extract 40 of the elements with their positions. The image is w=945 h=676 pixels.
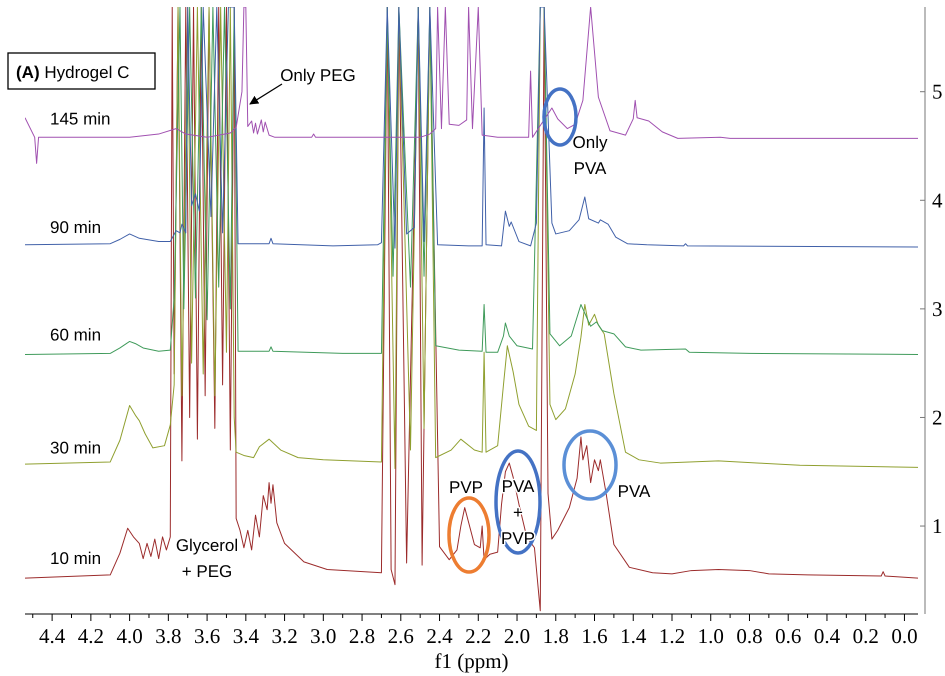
x-tick-label: 0.0 [891,624,918,648]
annotation: Only PVA [572,132,608,178]
x-tick-label: 0.2 [852,624,879,648]
y-tick-label: 2 [932,405,942,430]
x-axis-title: f1 (ppm) [434,649,509,673]
y-tick-label: 3 [932,296,942,321]
x-tick-label: 3.8 [155,624,182,648]
series-label: 90 min [50,218,102,237]
series-label: 145 min [50,109,110,128]
x-tick-label: 4.0 [116,624,143,648]
series-label: 60 min [50,325,102,344]
x-tick-label: 2.4 [426,624,454,648]
x-tick-label: 1.8 [542,624,569,648]
x-tick-label: 1.0 [698,624,724,648]
x-tick-label: 4.2 [78,624,104,648]
x-tick-label: 1.4 [620,624,647,648]
y-tick-label: 4 [932,188,943,212]
x-tick-label: 0.6 [775,624,802,648]
x-tick-label: 4.4 [38,624,66,648]
x-tick-label: 1.2 [658,624,686,648]
x-tick-label: 3.0 [310,624,336,648]
annotation: PVA [618,482,652,500]
y-tick-label: 1 [932,514,942,538]
x-tick-label: 2.6 [388,624,414,648]
x-tick-label: 0.8 [736,624,763,648]
y-tick-label: 5 [932,80,942,104]
x-tick-label: 3.2 [271,624,298,648]
x-tick-label: 3.4 [232,624,260,648]
x-tick-label: 3.6 [194,624,220,648]
series-label: 10 min [50,549,102,568]
series-label: 30 min [50,438,102,458]
x-tick-label: 1.6 [581,624,608,648]
text: (A) Hydrogel C [16,63,130,82]
x-tick-label: 2.8 [348,624,376,648]
x-tick-label: 0.4 [814,624,841,648]
annotation: PVP [448,478,484,496]
x-tick-label: 2.0 [504,624,530,648]
annotation: Only PEG [280,66,356,84]
x-tick-label: 2.2 [465,624,492,648]
annotation: Glycerol + PEG [176,536,238,580]
